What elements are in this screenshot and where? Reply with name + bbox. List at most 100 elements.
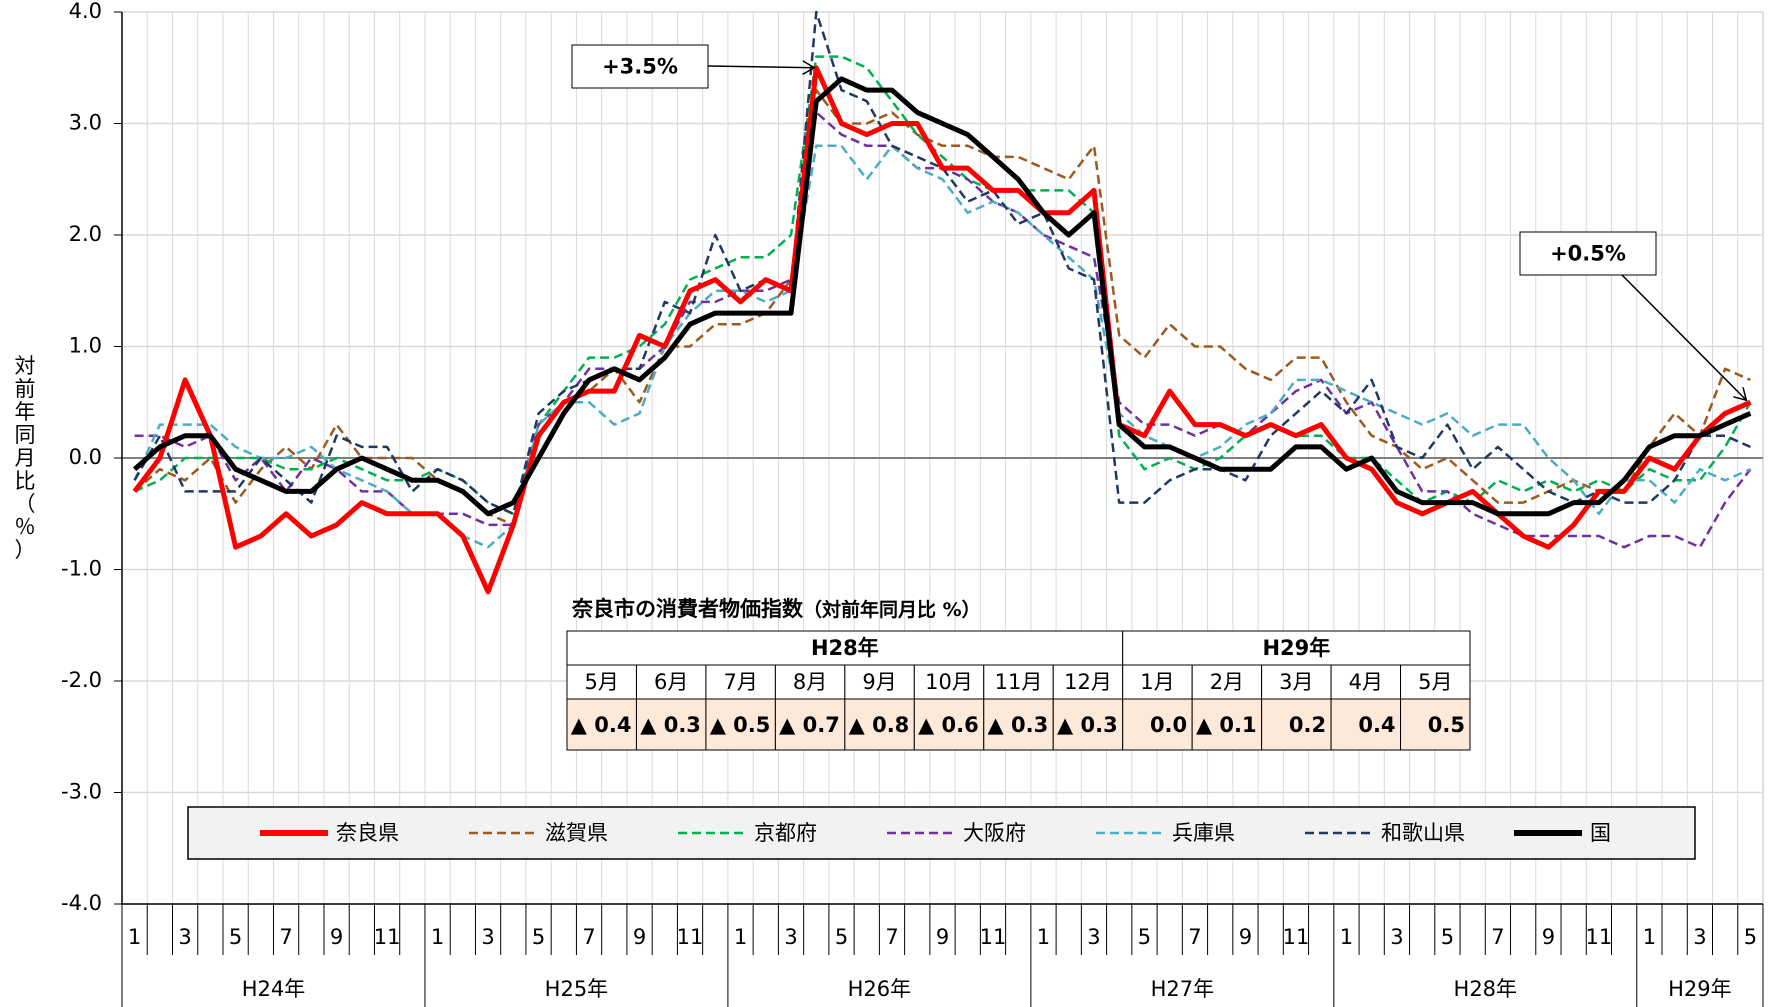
table-value: 0.5 [1428, 713, 1465, 737]
x-tick-label: 5 [1441, 925, 1454, 949]
table-month-label: 1月 [1140, 670, 1174, 694]
annotation-text: +0.5% [1550, 242, 1626, 266]
table-month-label: 5月 [1418, 670, 1452, 694]
table-month-label: 11月 [995, 670, 1043, 694]
x-tick-label: 5 [532, 925, 545, 949]
y-axis-label: 対前年同月比（％） [15, 354, 36, 562]
table-month-label: 12月 [1064, 670, 1112, 694]
table-value: 0.4 [1358, 713, 1395, 737]
x-tick-label: 11 [374, 925, 401, 949]
x-tick-label: 1 [431, 925, 444, 949]
table-month-label: 2月 [1210, 670, 1244, 694]
table-month-cell [1122, 664, 1193, 700]
x-tick-label: 9 [1542, 925, 1555, 949]
table-value-cell [844, 698, 915, 751]
table-month-label: 6月 [654, 670, 688, 694]
x-tick-label: 3 [1087, 925, 1100, 949]
table-group-cell [566, 630, 1124, 666]
year-label: H26年 [848, 977, 912, 1001]
table-month-cell [1052, 664, 1124, 700]
table-value-cell [774, 698, 846, 751]
x-tick-label: 11 [1283, 925, 1310, 949]
x-tick-label: 3 [1390, 925, 1403, 949]
x-tick-label: 3 [1693, 925, 1706, 949]
x-tick-label: 1 [128, 925, 141, 949]
x-tick-label: 9 [1239, 925, 1252, 949]
series-line [134, 55, 1752, 516]
annotation-box [1519, 231, 1657, 276]
table-month-cell [1400, 664, 1471, 700]
table-month-cell [566, 664, 637, 700]
legend-label: 奈良県 [336, 821, 399, 845]
table-value: ▲ 0.1 [1196, 713, 1257, 737]
annotation-text: +3.5% [602, 55, 678, 79]
x-tick-label: 1 [1340, 925, 1353, 949]
table-title-main: 奈良市の消費者物価指数 [571, 597, 804, 621]
legend-label: 大阪府 [963, 821, 1026, 845]
overlay: +3.5% +0.5% 奈良市の消費者物価指数（対前年同月比 %） H28年 5月 ▲ 0… [187, 44, 1746, 860]
table-month-label: 4月 [1349, 670, 1383, 694]
table-value-cell [1052, 698, 1124, 751]
table-month-cell [844, 664, 915, 700]
table-month-label: 9月 [862, 670, 896, 694]
table-value: ▲ 0.5 [710, 713, 771, 737]
legend-label: 国 [1590, 821, 1611, 845]
legend-label: 滋賀県 [545, 821, 608, 845]
table-title: 奈良市の消費者物価指数（対前年同月比 %） [571, 597, 981, 621]
x-tick-label: 9 [633, 925, 646, 949]
x-tick-label: 11 [1586, 925, 1613, 949]
year-label: H24年 [242, 977, 306, 1001]
annotation-box [571, 44, 709, 89]
table-month-label: 3月 [1279, 670, 1313, 694]
x-tick-label: 11 [677, 925, 704, 949]
table-group-label: H28年 [811, 636, 879, 660]
y-tick-label: -2.0 [61, 668, 102, 692]
table-value-cell [705, 698, 776, 751]
y-tick-label: -3.0 [61, 780, 102, 804]
y-tick-label: 1.0 [69, 334, 102, 358]
y-tick-label: -1.0 [61, 557, 102, 581]
series-line [132, 76, 1752, 517]
x-tick-label: 7 [279, 925, 292, 949]
x-tick-label: 9 [936, 925, 949, 949]
table-value: 0.2 [1289, 713, 1326, 737]
table-value: ▲ 0.4 [571, 713, 632, 737]
legend-label: 和歌山県 [1381, 821, 1465, 845]
table-value-cell [1400, 698, 1471, 751]
grid: 4.0 3.0 2.0 1.0 0.0 -1.0 -2.0 -3.0 -4.0 対前年同月比（％）… [15, 0, 1764, 1007]
x-tick-label: 5 [835, 925, 848, 949]
series-line [134, 111, 1752, 549]
x-tick-label: 9 [330, 925, 343, 949]
table-value: ▲ 0.3 [988, 713, 1049, 737]
x-tick-label: 5 [229, 925, 242, 949]
year-label: H25年 [545, 977, 609, 1001]
series-line [132, 65, 1752, 595]
x-tick-label: 7 [582, 925, 595, 949]
table-value-cell [1330, 698, 1402, 751]
table-value-cell [566, 698, 637, 751]
x-tick-label: 1 [1037, 925, 1050, 949]
table-value: 0.0 [1150, 713, 1187, 737]
table-month-cell [1191, 664, 1263, 700]
x-tick-label: 5 [1138, 925, 1151, 949]
table-value: ▲ 0.3 [640, 713, 701, 737]
legend-label: 京都府 [754, 821, 817, 845]
x-tick-label: 5 [1744, 925, 1757, 949]
year-label: H27年 [1151, 977, 1215, 1001]
x-tick-label: 11 [980, 925, 1007, 949]
table-value-cell [635, 698, 707, 751]
x-tick-label: 7 [1491, 925, 1504, 949]
table-value: ▲ 0.6 [918, 713, 979, 737]
annotation-arrow [707, 66, 814, 68]
series-line [133, 88, 1751, 527]
y-tick-label: 0.0 [69, 445, 102, 469]
table-value: ▲ 0.8 [849, 713, 910, 737]
series-line [133, 10, 1751, 516]
table-month-cell [913, 664, 985, 700]
y-tick-label: 4.0 [69, 0, 102, 23]
legend-label: 兵庫県 [1172, 821, 1235, 845]
x-tick-label: 3 [178, 925, 191, 949]
table-month-label: 8月 [793, 670, 827, 694]
table-title-note: （対前年同月比 %） [803, 598, 981, 621]
